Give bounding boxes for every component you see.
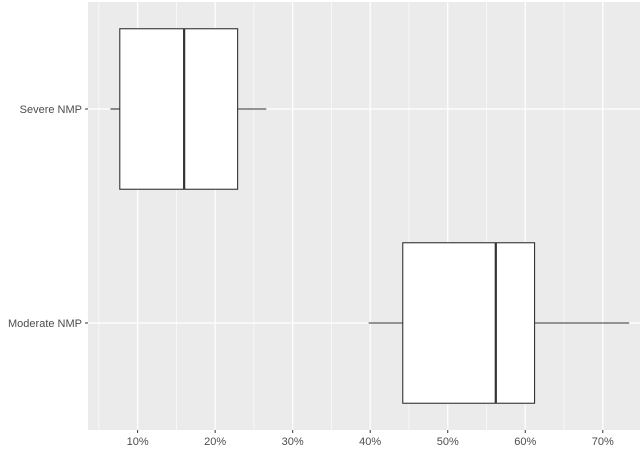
x-tick-label: 60% bbox=[514, 436, 536, 448]
box-moderate-nmp bbox=[368, 242, 630, 404]
x-tick-label: 20% bbox=[204, 436, 226, 448]
y-tick-label: Severe NMP bbox=[20, 104, 82, 116]
x-tick-label: 70% bbox=[592, 436, 614, 448]
interquartile-box bbox=[119, 28, 239, 190]
x-tick-label: 30% bbox=[282, 436, 304, 448]
interquartile-box bbox=[402, 242, 536, 404]
x-tick-label: 10% bbox=[127, 436, 149, 448]
y-axis: Severe NMP Moderate NMP bbox=[8, 104, 88, 330]
box-series bbox=[110, 28, 630, 404]
x-tick-label: 40% bbox=[359, 436, 381, 448]
x-axis: 10% 20% 30% 40% 50% 60% 70% bbox=[127, 430, 614, 448]
box-severe-nmp bbox=[110, 28, 267, 190]
x-tick-label: 50% bbox=[437, 436, 459, 448]
y-tick-label: Moderate NMP bbox=[8, 318, 82, 330]
